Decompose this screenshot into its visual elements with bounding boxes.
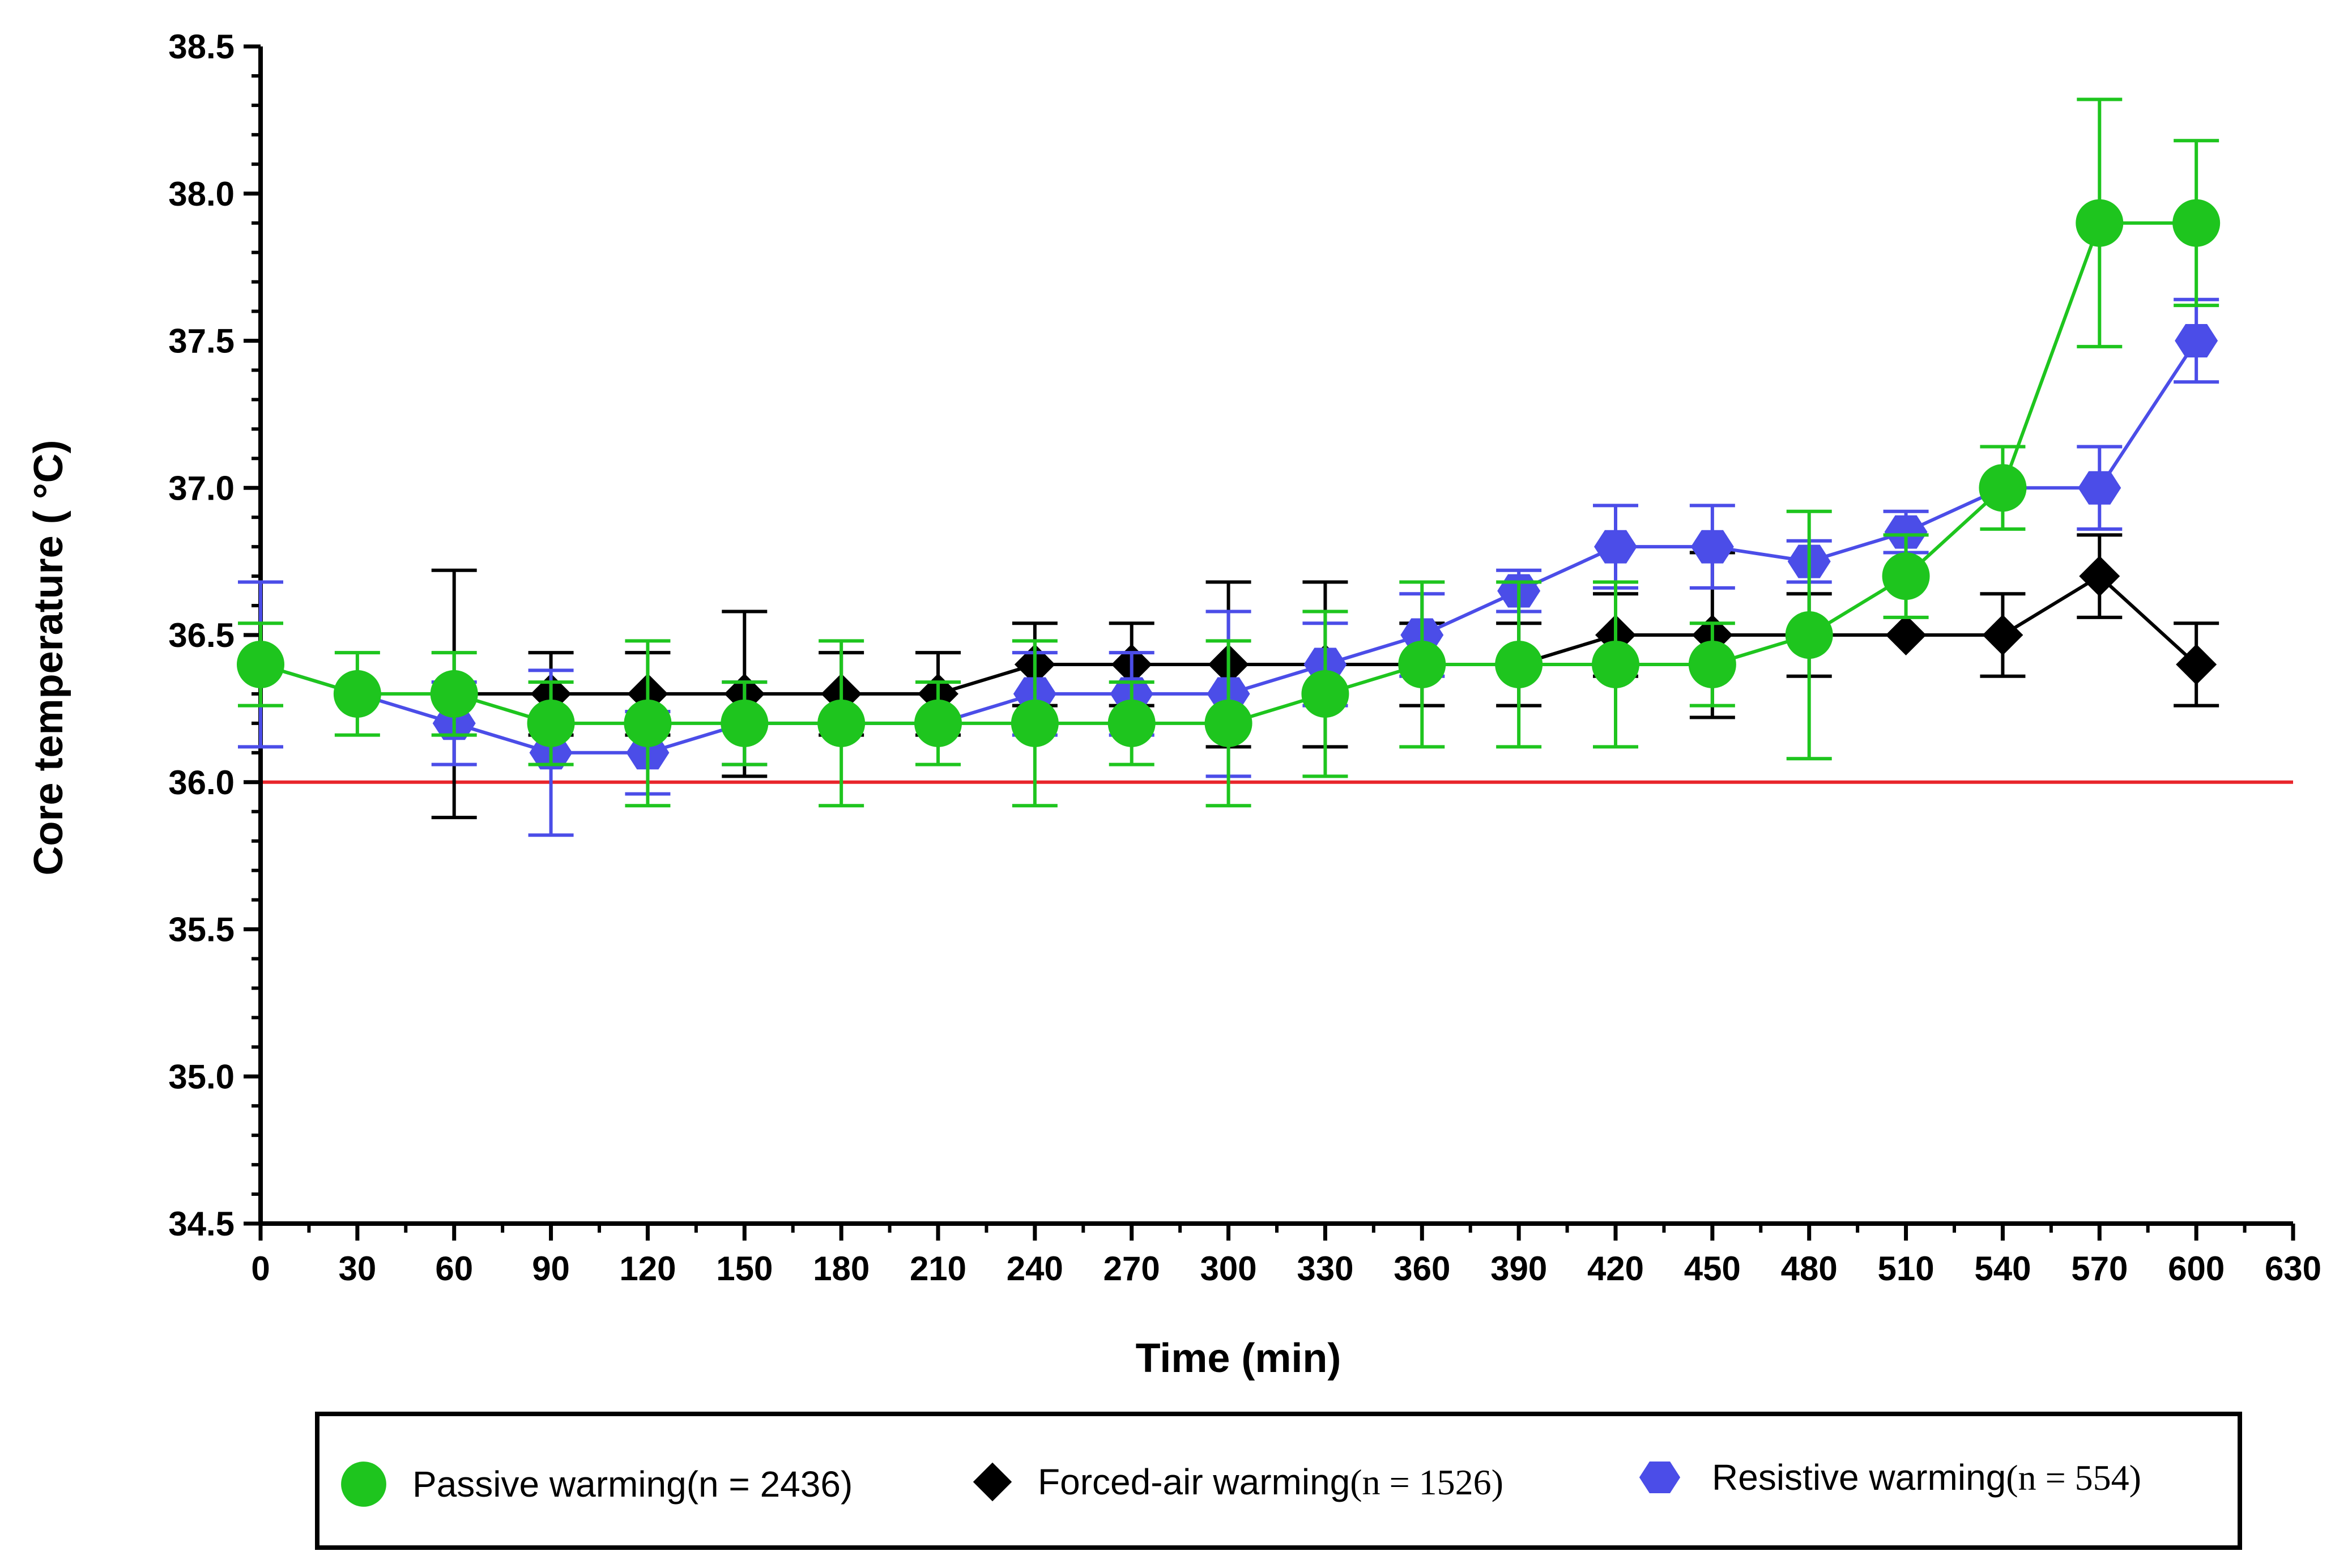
series-layer [237, 97, 2221, 837]
passive-point [1204, 699, 1252, 747]
legend-label-forced: Forced-air warming(n = 1526) [1038, 1462, 1503, 1502]
legend-marker-passive [341, 1462, 386, 1507]
x-tick-label: 210 [910, 1250, 966, 1288]
forced-point [2079, 556, 2120, 597]
y-tick-label: 36.0 [168, 764, 235, 802]
y-tick-label: 37.0 [168, 469, 235, 507]
x-tick-label: 570 [2071, 1250, 2128, 1288]
passive-point [237, 640, 284, 688]
resistive-point [2078, 471, 2121, 505]
legend-item-forced: Forced-air warming(n = 1526) [973, 1462, 1503, 1502]
x-tick-label: 510 [1878, 1250, 1935, 1288]
legend-n-forced: (n = 1526) [1350, 1462, 1503, 1502]
legend: Passive warming(n = 2436) Forced-air warm… [315, 1412, 2242, 1550]
x-axis-title: Time (min) [1136, 1336, 1341, 1381]
passive-point [2076, 199, 2124, 247]
y-tick-label: 34.5 [168, 1205, 235, 1243]
passive-point [1592, 640, 1639, 688]
passive-point [1398, 640, 1446, 688]
legend-label-passive: Passive warming(n = 2436) [412, 1464, 853, 1505]
x-tick-label: 300 [1200, 1250, 1257, 1288]
x-tick-label: 600 [2168, 1250, 2225, 1288]
passive-point [721, 699, 769, 747]
x-tick-label: 60 [435, 1250, 473, 1288]
x-tick-label: 630 [2265, 1250, 2321, 1288]
legend-marker-resistive [1639, 1462, 1681, 1493]
legend-name-forced: Forced-air warming [1038, 1462, 1350, 1502]
x-tick-label: 480 [1781, 1250, 1838, 1288]
y-tick-label: 35.0 [168, 1058, 235, 1096]
legend-item-resistive: Resistive warming(n = 554) [1639, 1457, 2141, 1498]
y-tick-label: 36.5 [168, 616, 235, 654]
forced-point [1885, 615, 1927, 655]
x-tick-label: 180 [813, 1250, 870, 1288]
passive-point [817, 699, 866, 747]
x-tick-label: 30 [338, 1250, 376, 1288]
passive-point [914, 699, 962, 747]
legend-label-resistive: Resistive warming(n = 554) [1712, 1457, 2141, 1498]
legend-n-passive: (n = 2436) [687, 1464, 853, 1505]
passive-point [1882, 552, 1930, 600]
y-tick-label: 35.5 [168, 911, 235, 949]
forced-point [1982, 615, 2023, 655]
passive-point [527, 699, 575, 747]
legend-box [315, 1412, 2242, 1550]
passive-point [624, 699, 672, 747]
resistive-point [1884, 515, 1928, 549]
x-tick-label: 120 [619, 1250, 676, 1288]
resistive-point [2175, 324, 2218, 357]
passive-point [2172, 199, 2221, 247]
passive-point [1979, 464, 2027, 512]
passive-point [1301, 670, 1349, 718]
x-tick-label: 360 [1394, 1250, 1450, 1288]
legend-name-passive: Passive warming [412, 1464, 687, 1505]
resistive-point [1690, 530, 1734, 564]
x-tick-label: 330 [1297, 1250, 1353, 1288]
x-tick-label: 90 [532, 1250, 570, 1288]
x-tick-label: 540 [1974, 1250, 2031, 1288]
x-tick-label: 420 [1587, 1250, 1644, 1288]
legend-name-resistive: Resistive warming [1712, 1457, 2006, 1498]
legend-marker-forced [973, 1462, 1012, 1502]
y-tick-label: 38.0 [168, 175, 235, 213]
series-passive [237, 97, 2221, 808]
x-tick-label: 450 [1684, 1250, 1741, 1288]
passive-point [1785, 611, 1833, 659]
x-tick-label: 0 [251, 1250, 270, 1288]
passive-point [1107, 699, 1156, 747]
resistive-point [1594, 530, 1637, 564]
y-axis-title: Core temperature ( °C) [26, 440, 71, 876]
passive-point [1688, 640, 1736, 688]
x-tick-label: 270 [1103, 1250, 1160, 1288]
y-tick-label: 38.5 [168, 28, 235, 66]
legend-item-passive: Passive warming(n = 2436) [341, 1462, 853, 1507]
x-tick-label: 150 [716, 1250, 773, 1288]
passive-point [1011, 699, 1059, 747]
axes: 34.5 35.0 35.5 36.0 36.5 37.0 37.5 38.0 38.5 0 30 6… [26, 28, 2321, 1381]
passive-point [333, 670, 381, 718]
forced-point [2176, 644, 2217, 685]
x-tick-label: 390 [1490, 1250, 1547, 1288]
y-tick-label: 37.5 [168, 322, 235, 360]
legend-n-resistive: (n = 554) [2006, 1458, 2141, 1498]
passive-point [1495, 640, 1543, 688]
passive-point [430, 670, 478, 718]
x-tick-label: 240 [1007, 1250, 1063, 1288]
